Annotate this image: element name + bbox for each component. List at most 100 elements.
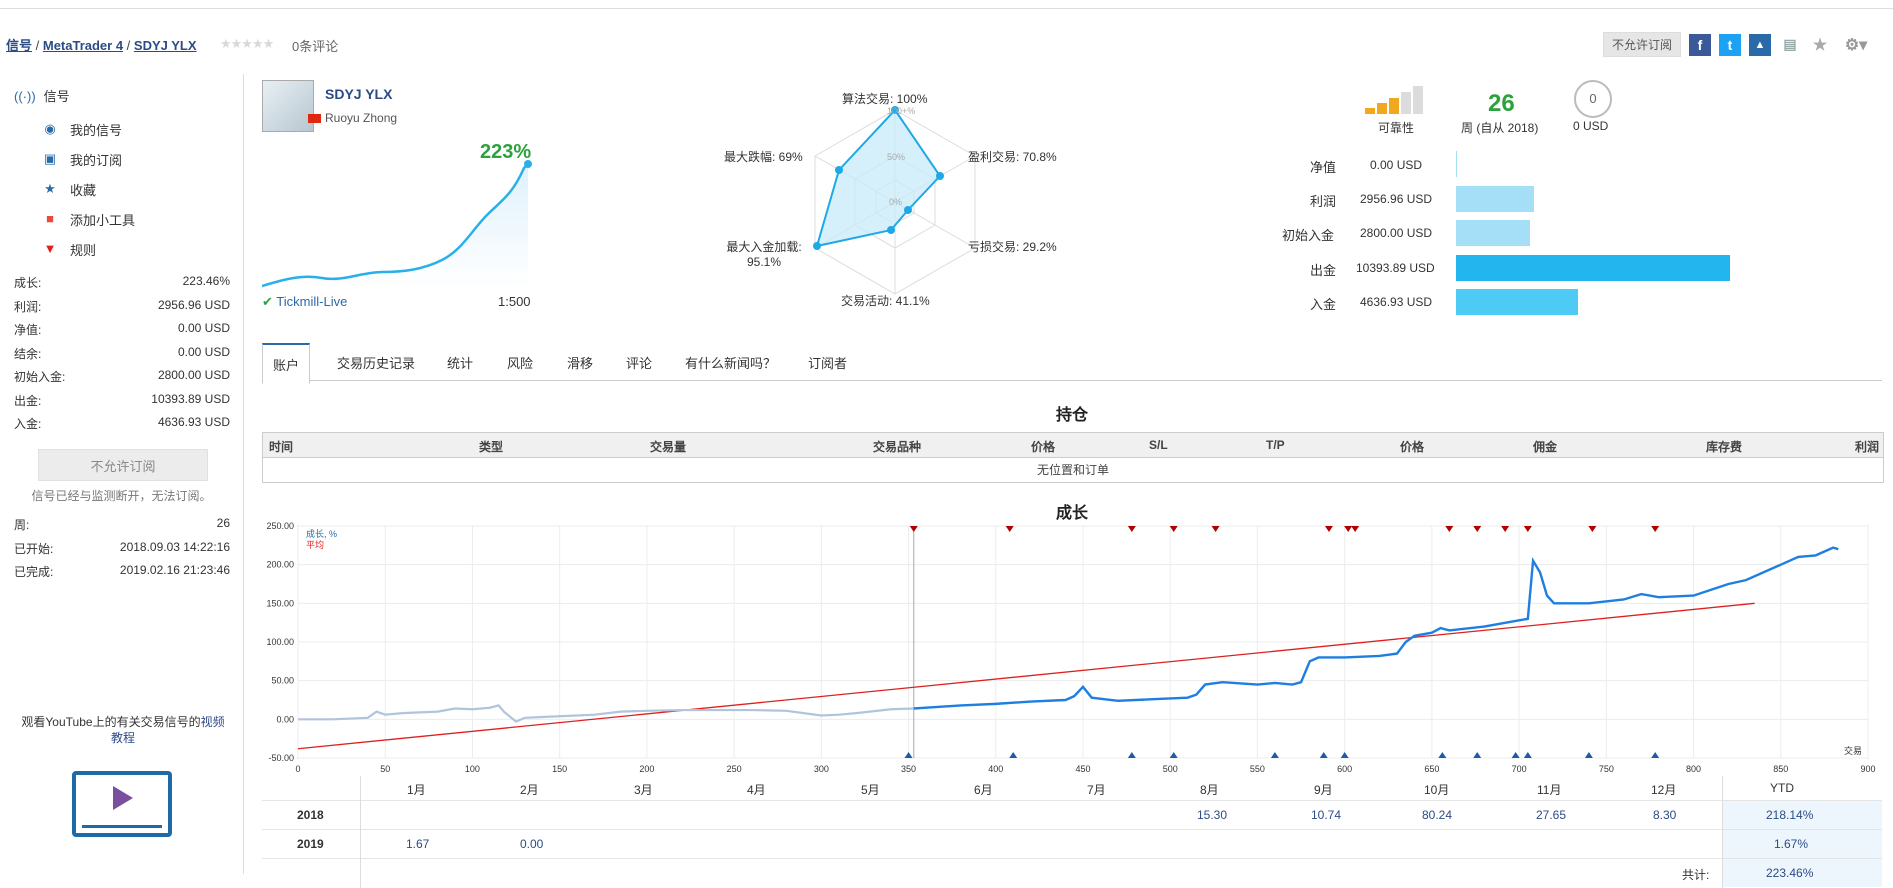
trade-marker-buy (1340, 752, 1349, 758)
signal-author[interactable]: Ruoyu Zhong (308, 111, 397, 125)
tab-statistics[interactable]: 统计 (447, 355, 474, 371)
sidebar-item-my-signals[interactable]: ◉ 我的信号 (42, 114, 135, 144)
breadcrumb-signal-link[interactable]: SDYJ YLX (133, 38, 197, 53)
period-stats: 周: 26 已开始: 2018.09.03 14:22:16 已完成: 2019.02… (14, 516, 230, 587)
month-header: 12月 (1651, 783, 1677, 797)
monthly-returns-table: 1月 2月 3月 4月 5月 6月 7月 8月 9月 10月 11月 12月 Y… (262, 776, 1882, 888)
verified-check-icon: ✔ (262, 294, 273, 309)
video-player-icon[interactable] (72, 771, 172, 837)
radar-point-loss (904, 206, 912, 214)
x-tick-label: 250 (727, 764, 742, 774)
stat-row: 利润: 2956.96 USD (14, 297, 230, 314)
radar-label-activity: 交易活动: 41.1% (841, 294, 930, 308)
tab-slippage[interactable]: 滑移 (567, 355, 594, 371)
monthly-header: 1月 2月 3月 4月 5月 6月 7月 8月 9月 10月 11月 12月 Y… (262, 776, 1882, 801)
sidebar-item-my-subscriptions[interactable]: ▣ 我的订阅 (43, 151, 123, 168)
y-tick-label: 0.00 (276, 714, 294, 724)
favorite-star-icon[interactable]: ★ (1812, 36, 1828, 54)
tab-account[interactable]: 账户 (262, 343, 311, 384)
stat-row: 初始入金: 2800.00 USD (14, 368, 230, 384)
reviews-count[interactable]: 0条评论 (292, 39, 339, 54)
education-icon[interactable]: ▲ (1749, 33, 1771, 56)
monthly-value[interactable]: 8.30 (1653, 808, 1677, 822)
radar-label-algo: 算法交易: 100% (842, 92, 928, 106)
monthly-value[interactable]: 80.24 (1422, 808, 1453, 822)
stat-row: 已完成: 2019.02.16 21:23:46 (14, 563, 230, 579)
trade-marker-sell (1445, 526, 1454, 532)
radar-label-deposit-load: 最大入金加载: 95.1% (726, 240, 802, 269)
month-header: 8月 (1200, 783, 1219, 797)
subscribers-value: 0 USD (1573, 119, 1609, 133)
video-tutorial-link[interactable]: 视频教程 (110, 715, 225, 745)
month-header: 10月 (1424, 783, 1450, 797)
sidebar-item-add-widget[interactable]: ■ 添加小工具 (42, 204, 135, 234)
month-header: 5月 (861, 783, 880, 797)
col-profit: 利润 (1855, 440, 1880, 454)
sidebar-item-favorites[interactable]: ★ 收藏 (42, 174, 135, 204)
document-icon[interactable]: ▤ (1783, 36, 1797, 52)
tab-news[interactable]: 有什么新闻吗？ (685, 355, 777, 371)
play-icon (113, 786, 133, 810)
positions-header: 时间 类型 交易量 交易品种 价格 S/L T/P 价格 佣金 库存费 利润 (263, 433, 1883, 458)
subscribe-disabled-sidebar-button[interactable]: 不允许订阅 (38, 449, 208, 481)
radar-shape (815, 108, 942, 248)
metric-bar (1456, 186, 1534, 212)
monthly-row-2019: 2019 1.67 0.00 1.67% (262, 830, 1882, 859)
x-tick-label: 850 (1773, 764, 1788, 774)
growth-line (913, 546, 1839, 710)
x-tick-label: 450 (1075, 764, 1090, 774)
average-line (297, 602, 1755, 750)
settings-gear-icon[interactable]: ⚙▾ (1844, 36, 1868, 54)
breadcrumb: 信号 / MetaTrader 4 / SDYJ YLX (6, 38, 197, 53)
ytd-header: YTD (1770, 781, 1794, 795)
tab-reviews[interactable]: 评论 (626, 355, 653, 371)
metric-label: 净值 (1310, 160, 1337, 175)
trade-marker-sell (1344, 526, 1353, 532)
leverage: 1:500 (498, 294, 531, 309)
signal-name[interactable]: SDYJ YLX (325, 86, 393, 102)
twitter-icon[interactable]: t (1719, 33, 1741, 56)
trade-marker-sell (1005, 526, 1014, 532)
x-tick-label: 300 (814, 764, 829, 774)
subscription-icon: ▣ (43, 151, 57, 166)
metric-value: 2800.00 USD (1360, 226, 1433, 240)
china-flag-icon (308, 114, 321, 123)
col-price: 价格 (1031, 440, 1056, 454)
progress-track (82, 825, 162, 828)
trade-marker-sell (1501, 526, 1510, 532)
month-header: 2月 (520, 783, 539, 797)
col-volume: 交易量 (650, 440, 687, 454)
col-swap: 库存费 (1706, 440, 1743, 454)
month-header: 9月 (1314, 783, 1333, 797)
radar-ring-100: 100+% (887, 106, 915, 116)
sidebar-item-rules[interactable]: ▼ 规则 (43, 241, 97, 258)
stat-row: 入金: 4636.93 USD (14, 415, 230, 431)
breadcrumb-root-link[interactable]: 信号 (6, 38, 33, 53)
positions-title: 持仓 (1056, 407, 1089, 424)
trade-marker-sell (1523, 526, 1532, 532)
x-tick-label: 800 (1686, 764, 1701, 774)
breadcrumb-platform-link[interactable]: MetaTrader 4 (42, 38, 124, 53)
monthly-value[interactable]: 1.67 (406, 837, 430, 851)
signal-icon: ◉ (44, 121, 56, 136)
metric-label: 利润 (1310, 194, 1337, 209)
tab-risk[interactable]: 风险 (507, 355, 534, 371)
radar-label-loss: 亏损交易: 29.2% (968, 240, 1057, 254)
monthly-value[interactable]: 15.30 (1197, 808, 1228, 822)
monthly-value[interactable]: 27.65 (1536, 808, 1567, 822)
y-tick-label: -50.00 (268, 753, 294, 763)
sidebar-title[interactable]: ((·)) 信号 (14, 89, 70, 104)
trade-marker-buy (1584, 752, 1593, 758)
bookmark-icon: ▼ (43, 241, 57, 256)
rating-stars[interactable]: ★★★★★ (220, 36, 274, 51)
tab-trade-history[interactable]: 交易历史记录 (337, 355, 416, 371)
x-tick-label: 500 (1163, 764, 1178, 774)
tab-subscribers[interactable]: 订阅者 (808, 355, 848, 371)
month-header: 11月 (1537, 783, 1562, 797)
facebook-icon[interactable]: f (1689, 33, 1711, 56)
monthly-value[interactable]: 10.74 (1311, 808, 1342, 822)
monthly-value[interactable]: 0.00 (520, 837, 544, 851)
trade-marker-buy (1438, 752, 1447, 758)
broker-link[interactable]: ✔ Tickmill-Live (262, 294, 348, 309)
subscribe-disabled-button[interactable]: 不允许订阅 (1602, 32, 1681, 57)
